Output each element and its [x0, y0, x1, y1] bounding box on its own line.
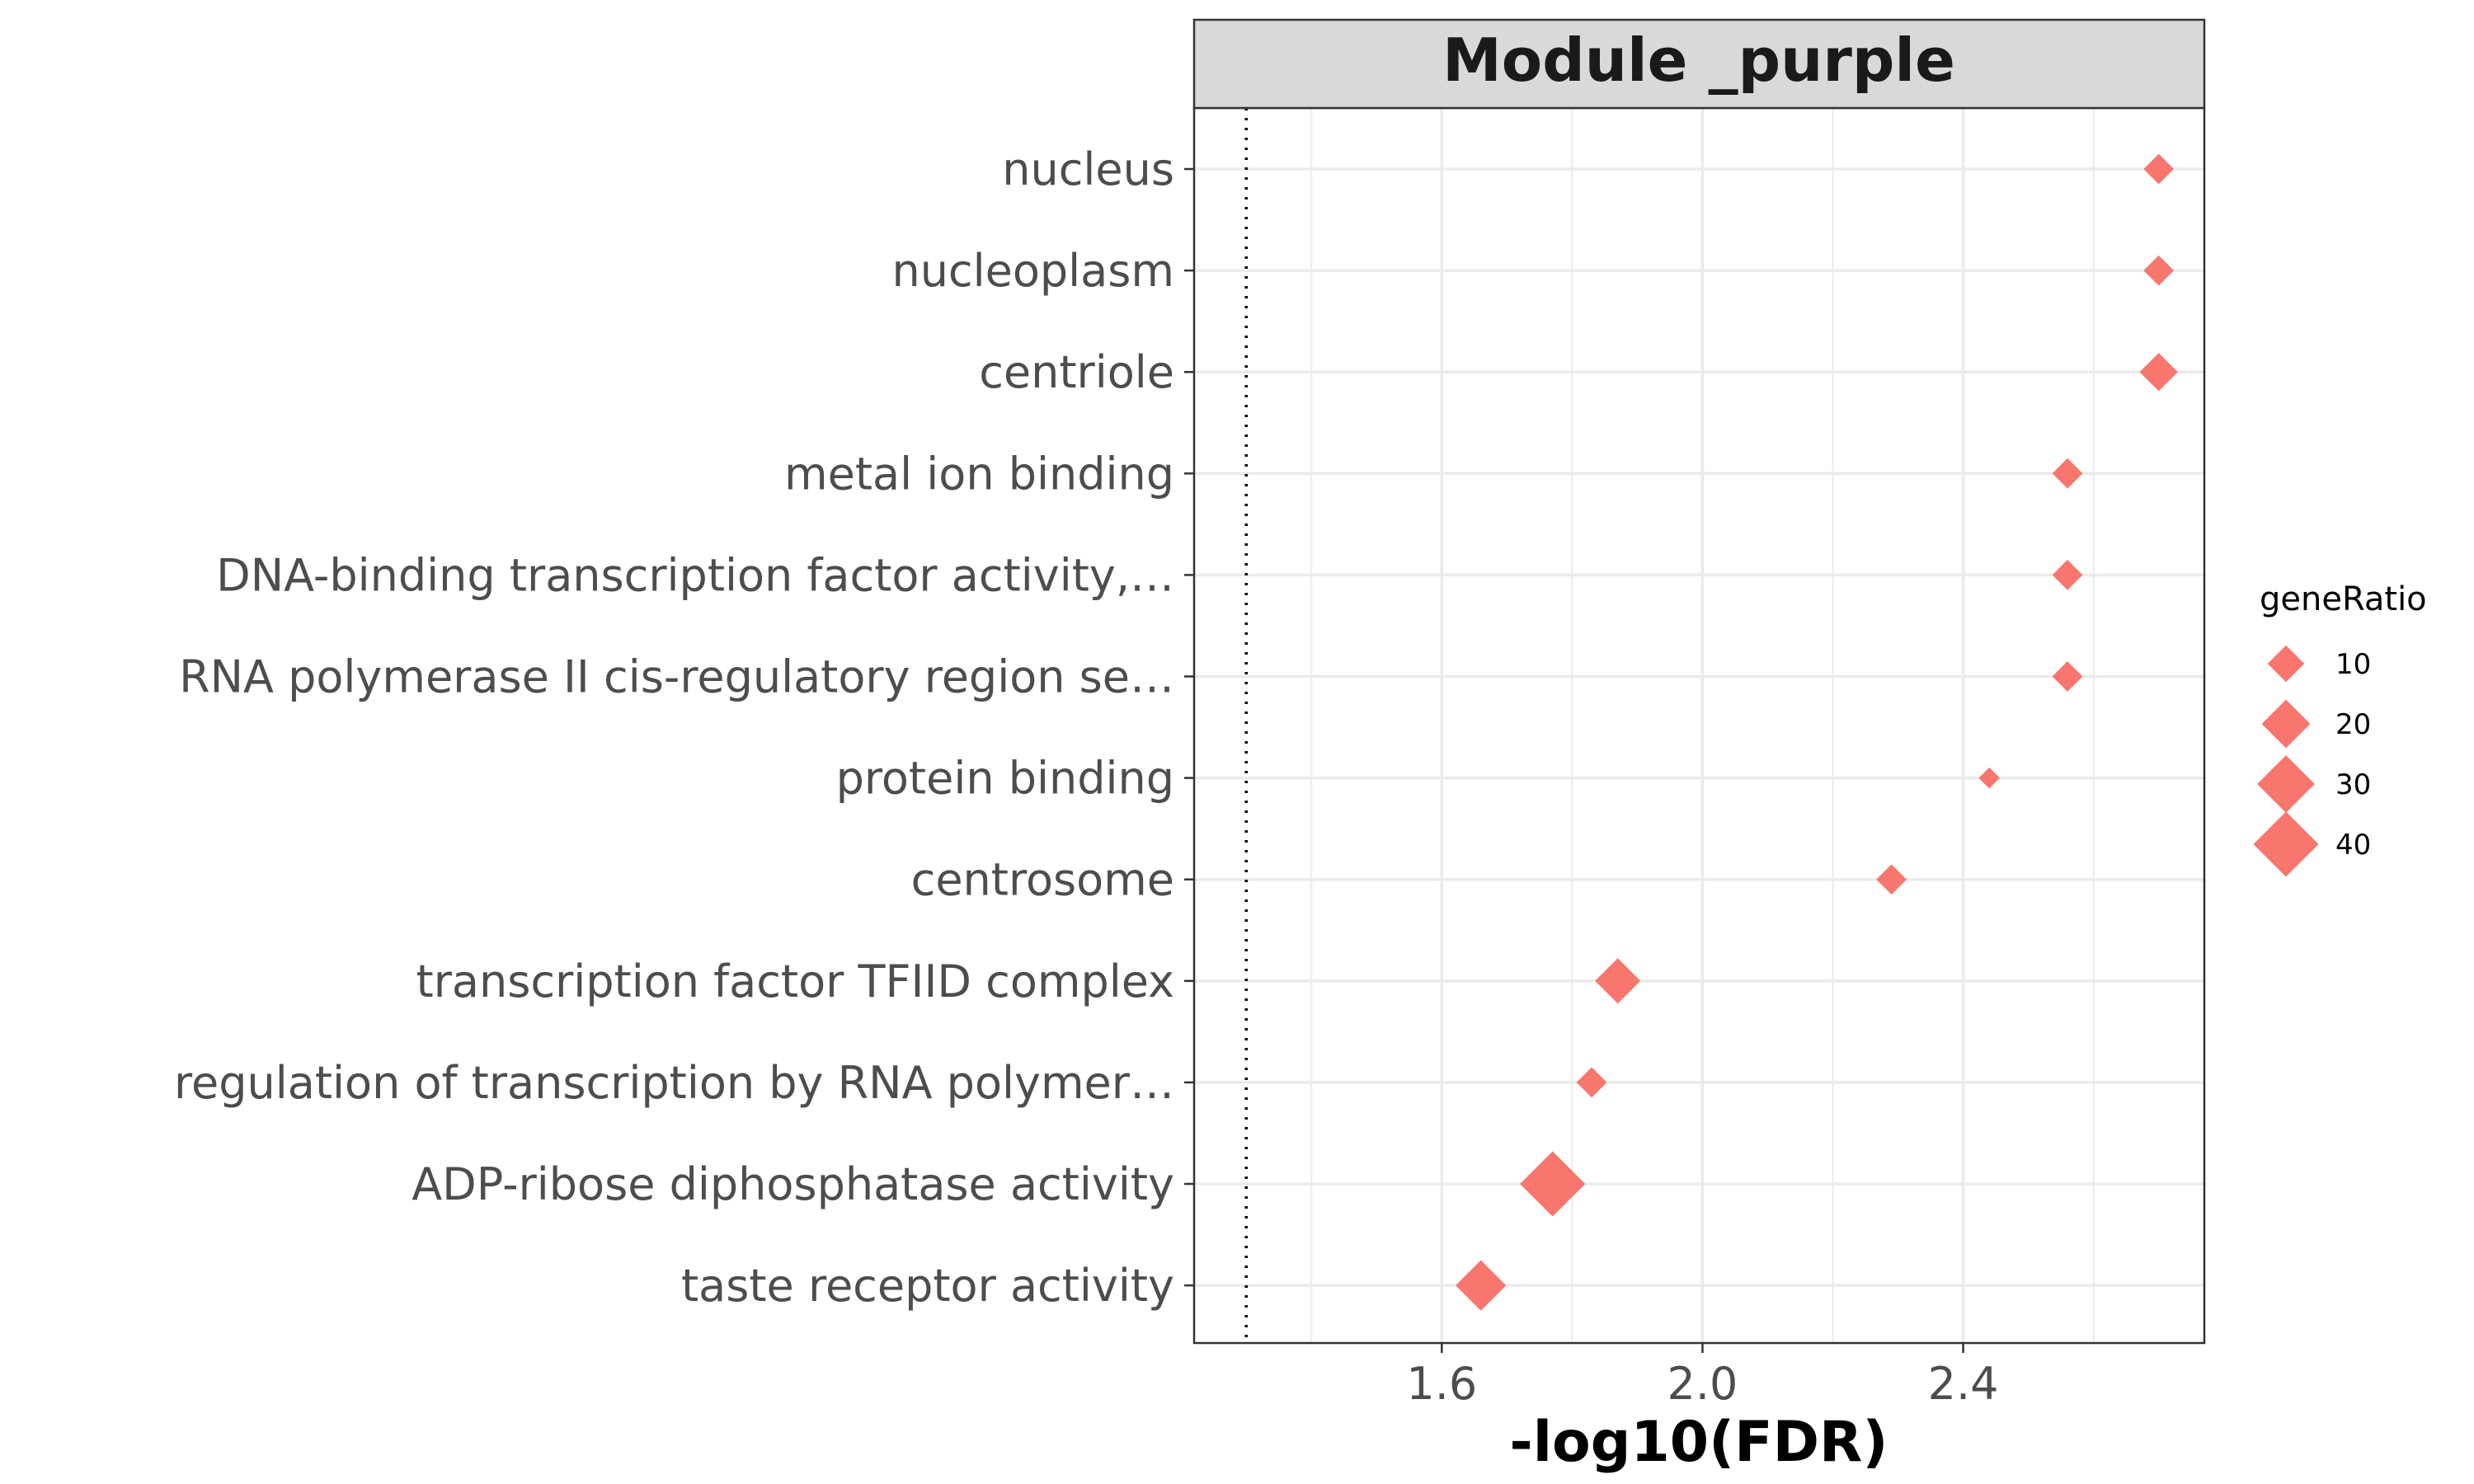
y-tick-label: nucleoplasm — [891, 245, 1174, 297]
x-tick-label: 1.6 — [1406, 1358, 1477, 1410]
y-axis-labels: nucleus nucleoplasm centriole metal ion bin… — [174, 143, 1194, 1312]
data-point — [1978, 767, 2000, 789]
data-point — [2052, 661, 2083, 692]
legend-label: 40 — [2335, 829, 2371, 862]
legend-key — [2257, 755, 2315, 813]
legend-title: geneRatio — [2260, 580, 2427, 618]
y-tick-label: protein binding — [836, 753, 1174, 805]
y-tick-label: metal ion binding — [784, 448, 1174, 500]
data-point — [1876, 864, 1907, 895]
y-tick-label: regulation of transcription by RNA polym… — [174, 1057, 1174, 1109]
y-tick-label: RNA polymerase II cis-regulatory region … — [179, 651, 1174, 703]
legend-label: 30 — [2335, 768, 2371, 801]
points-layer — [1456, 153, 2178, 1311]
x-tick-label: 2.4 — [1928, 1358, 1999, 1410]
x-axis: 1.6 2.0 2.4 — [1406, 1343, 1999, 1410]
y-tick-label: DNA-binding transcription factor activit… — [216, 549, 1174, 601]
y-tick-label: centriole — [979, 346, 1174, 398]
y-tick-label: centrosome — [911, 854, 1174, 906]
facet-strip — [1192, 18, 2206, 110]
y-tick-label: taste receptor activity — [681, 1260, 1174, 1312]
data-point — [2143, 255, 2175, 286]
facet-strip-title: Module _purple — [1442, 26, 1955, 95]
data-point — [1520, 1151, 1586, 1217]
data-point — [2052, 560, 2083, 590]
data-point — [1595, 958, 1641, 1004]
data-point — [2139, 353, 2178, 392]
data-point — [1456, 1260, 1507, 1311]
x-axis-title: -log10(FDR) — [1510, 1410, 1888, 1475]
legend-label: 20 — [2335, 708, 2371, 741]
legend-key — [2261, 699, 2311, 749]
x-tick-label: 2.0 — [1667, 1358, 1738, 1410]
legend-key — [2253, 811, 2319, 877]
y-tick-label: ADP-ribose diphosphatase activity — [412, 1158, 1174, 1210]
legend: geneRatio 10 20 30 40 — [2253, 580, 2427, 877]
legend-label: 10 — [2335, 648, 2371, 681]
data-point — [1576, 1067, 1607, 1098]
data-point — [2052, 458, 2083, 489]
y-tick-label: nucleus — [1002, 143, 1174, 195]
y-tick-label: transcription factor TFIID complex — [416, 956, 1174, 1007]
legend-key — [2267, 645, 2305, 683]
data-point — [2143, 153, 2175, 185]
grid-layer — [1194, 108, 2204, 1343]
